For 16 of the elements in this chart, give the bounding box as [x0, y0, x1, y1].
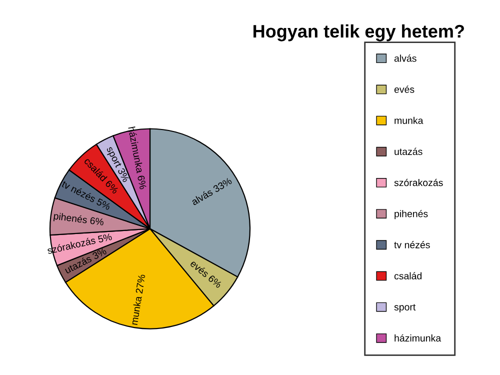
legend-label: alvás — [394, 54, 416, 62]
legend-label: házimunka — [394, 334, 442, 342]
legend-label: utazás — [394, 148, 422, 156]
legend-label: szórakozás — [394, 178, 443, 186]
legend-label: evés — [394, 86, 414, 93]
chart-title: Hogyan telik egy hetem? — [254, 24, 464, 42]
data-label: pihenés 6% — [53, 212, 104, 228]
data-label: munka 27% — [130, 274, 146, 325]
legend-label: munka — [394, 116, 424, 124]
legend-label: sport — [394, 304, 416, 312]
data-label: evés 6% — [190, 259, 223, 288]
data-label: alvás 33% — [190, 176, 232, 206]
legend-label: tv nézés — [394, 241, 430, 248]
data-label: házimunka 6% — [128, 126, 147, 190]
legend-label: pihenés — [394, 210, 428, 220]
legend-label: család — [394, 272, 422, 280]
